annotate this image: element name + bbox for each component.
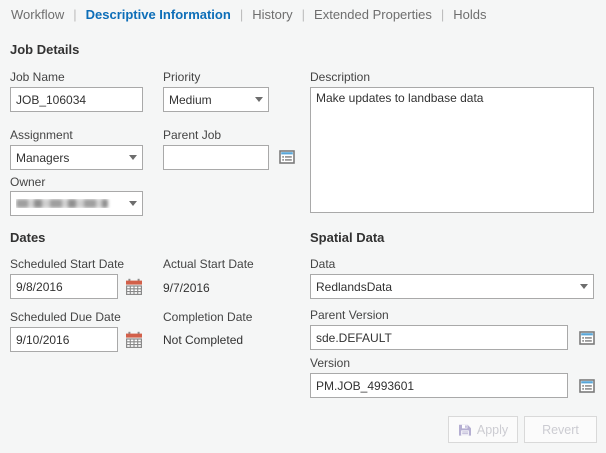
scheduled-due-date-calendar-button[interactable] [124, 330, 144, 350]
version-input[interactable] [310, 373, 568, 398]
owner-dropdown[interactable] [10, 191, 143, 216]
calendar-icon [125, 331, 142, 348]
description-label: Description [310, 70, 371, 84]
scheduled-due-date-label: Scheduled Due Date [10, 310, 121, 324]
job-name-input[interactable] [10, 87, 143, 112]
scheduled-due-date-input[interactable] [10, 327, 118, 352]
version-label: Version [310, 356, 351, 370]
list-browse-icon [579, 331, 595, 345]
revert-button[interactable]: Revert [524, 416, 597, 443]
data-value: RedlandsData [316, 279, 393, 294]
list-browse-icon [279, 150, 295, 164]
tab-workflow[interactable]: Workflow [11, 7, 65, 22]
owner-value-wrap [16, 199, 125, 208]
tab-bar: Workflow | Descriptive Information | His… [10, 7, 602, 22]
priority-label: Priority [163, 70, 201, 84]
tab-holds[interactable]: Holds [453, 7, 487, 22]
parent-version-label: Parent Version [310, 308, 389, 322]
tab-history[interactable]: History [252, 7, 293, 22]
actual-start-date-label: Actual Start Date [163, 257, 254, 271]
chevron-down-icon [129, 155, 137, 160]
priority-dropdown[interactable]: Medium [163, 87, 269, 112]
tab-separator: | [440, 7, 445, 22]
tab-separator: | [301, 7, 306, 22]
parent-job-input[interactable] [163, 145, 269, 170]
version-browse-button[interactable] [577, 376, 597, 396]
completion-date-value: Not Completed [163, 333, 244, 347]
priority-value: Medium [169, 92, 212, 107]
owner-value-redacted [16, 199, 108, 208]
chevron-down-icon [580, 284, 588, 289]
chevron-down-icon [255, 97, 263, 102]
parent-version-input[interactable] [310, 325, 568, 350]
data-dropdown[interactable]: RedlandsData [310, 274, 594, 299]
save-icon [458, 424, 471, 436]
chevron-down-icon [129, 201, 137, 206]
tab-separator: | [239, 7, 244, 22]
assignment-label: Assignment [10, 128, 73, 142]
parent-job-browse-button[interactable] [277, 147, 297, 167]
revert-button-label: Revert [542, 422, 579, 437]
job-name-label: Job Name [10, 70, 65, 84]
apply-button-label: Apply [476, 422, 509, 437]
assignment-value: Managers [16, 150, 70, 165]
list-browse-icon [579, 379, 595, 393]
scheduled-start-date-label: Scheduled Start Date [10, 257, 125, 271]
tab-extended-properties[interactable]: Extended Properties [314, 7, 432, 22]
parent-job-label: Parent Job [163, 128, 222, 142]
description-textarea[interactable]: Make updates to landbase data [310, 87, 594, 213]
job-details-title: Job Details [10, 42, 80, 57]
spatial-data-title: Spatial Data [310, 230, 385, 245]
actual-start-date-value: 9/7/2016 [163, 281, 210, 295]
apply-button[interactable]: Apply [448, 416, 518, 443]
assignment-dropdown[interactable]: Managers [10, 145, 143, 170]
tab-separator: | [73, 7, 77, 22]
scheduled-start-date-input[interactable] [10, 274, 118, 299]
data-label: Data [310, 257, 336, 271]
calendar-icon [125, 278, 142, 295]
completion-date-label: Completion Date [163, 310, 253, 324]
owner-label: Owner [10, 175, 46, 189]
tab-descriptive-information[interactable]: Descriptive Information [85, 7, 231, 22]
parent-version-browse-button[interactable] [577, 328, 597, 348]
dates-title: Dates [10, 230, 46, 245]
scheduled-start-date-calendar-button[interactable] [124, 277, 144, 297]
